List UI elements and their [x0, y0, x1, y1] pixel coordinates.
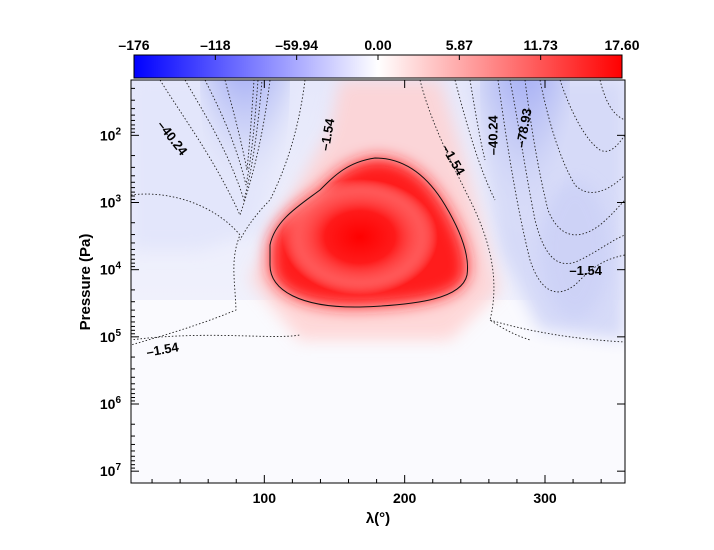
y-axis: 102 103 104 105 106 107 [100, 87, 625, 479]
x-tick-label: 100 [253, 490, 277, 506]
colorbar-tick-label: –59.94 [275, 37, 318, 53]
colorbar-tick-label: –118 [200, 37, 231, 53]
colorbar-tick-label: 5.87 [446, 37, 473, 53]
y-tick-label: 106 [100, 395, 122, 412]
y-tick-label: 104 [100, 261, 122, 278]
y-tick-label: 103 [100, 194, 122, 211]
dotted-contours [131, 80, 625, 346]
y-tick-label: 105 [100, 328, 122, 345]
y-tick-label: 102 [100, 126, 122, 143]
zero-contour [269, 157, 469, 308]
heatmap-field [131, 80, 625, 483]
plot-frame [130, 79, 626, 484]
contour-label: –40.24 [485, 115, 500, 156]
contour-label: –1.54 [317, 116, 338, 151]
x-tick-label: 200 [393, 490, 417, 506]
y-axis-title: Pressure (Pa) [77, 234, 94, 331]
contour-label: –78.93 [513, 107, 535, 149]
contour-label: –1.54 [145, 339, 180, 360]
colorbar-tick-label: –176 [118, 37, 149, 53]
colorbar-tick-label: 17.60 [604, 37, 639, 53]
x-tick-label: 300 [533, 490, 557, 506]
x-axis: 100 200 300 [151, 80, 602, 506]
colorbar-tick-label: 0.00 [364, 37, 391, 53]
colorbar-tick-label: 11.73 [524, 37, 558, 53]
y-tick-label: 107 [100, 462, 122, 479]
contour-label: –1.54 [569, 263, 602, 278]
negative-core-west [200, 80, 290, 230]
x-axis-title: λ(°) [366, 510, 390, 527]
